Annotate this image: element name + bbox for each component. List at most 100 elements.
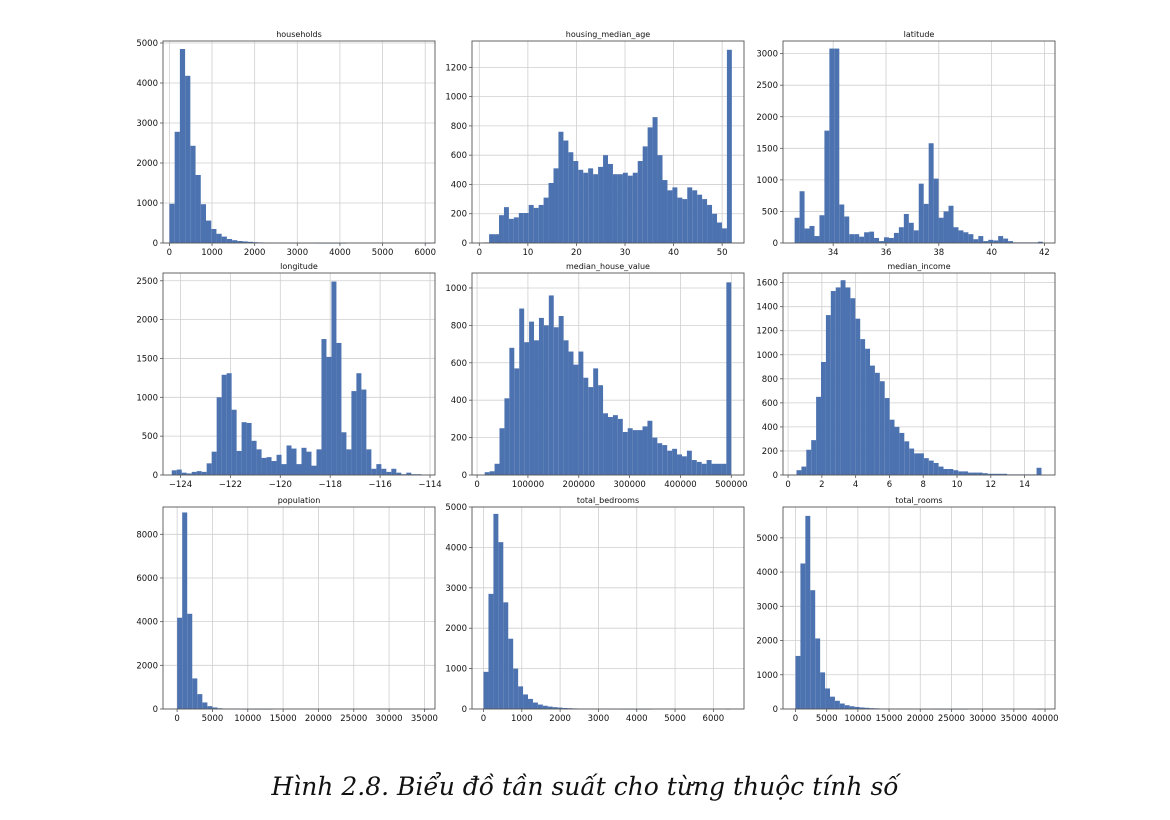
- histogram-bar: [617, 418, 623, 475]
- histogram-bar: [187, 613, 193, 709]
- x-tick-label: 38: [933, 248, 944, 258]
- histogram-bar: [573, 364, 579, 475]
- y-tick-label: 500: [762, 207, 778, 217]
- histogram-bar: [825, 688, 830, 709]
- histogram-bar: [840, 280, 846, 475]
- x-tick-label: 1000: [511, 714, 533, 724]
- histogram-bar: [898, 227, 904, 243]
- histogram-bar: [652, 117, 658, 243]
- histogram-bar: [236, 450, 242, 475]
- y-tick-label: 2000: [136, 661, 158, 671]
- histogram-bar: [513, 217, 519, 243]
- histogram-bar: [805, 515, 811, 709]
- x-tick-label: 30: [620, 248, 631, 258]
- x-tick-label: 15000: [270, 714, 297, 724]
- histogram-bar: [913, 230, 919, 243]
- histogram-bar: [494, 463, 500, 475]
- histogram-bar: [686, 450, 692, 475]
- histogram-bar: [943, 468, 949, 475]
- histogram-bar: [514, 368, 520, 475]
- histogram-bar: [316, 449, 322, 475]
- chart-title: longitude: [280, 262, 318, 271]
- histogram-bar: [850, 298, 856, 475]
- x-tick-label: 3000: [286, 248, 308, 258]
- histogram-bar: [627, 175, 633, 243]
- histogram-total-bedrooms: total_bedrooms 0 1000 2000 3000 4000 5000 6000 0…: [445, 496, 745, 724]
- histogram-bar: [642, 146, 648, 243]
- histogram-bar: [493, 513, 499, 709]
- histogram-bar: [825, 315, 831, 475]
- histogram-bar: [839, 703, 845, 709]
- histogram-bar: [963, 471, 968, 475]
- histogram-bar: [286, 445, 292, 475]
- x-tick-label: 8: [921, 480, 926, 490]
- histogram-bar: [998, 236, 1004, 243]
- histogram-bar: [583, 172, 589, 243]
- histogram-bar: [197, 694, 203, 709]
- histogram-bar: [519, 308, 525, 475]
- histogram-bar: [588, 387, 594, 475]
- histogram-bar: [232, 240, 238, 243]
- y-tick-label: 0: [773, 471, 778, 481]
- x-tick-label: 25000: [938, 714, 965, 724]
- y-tick-label: 2000: [756, 113, 778, 123]
- histogram-bar: [301, 447, 307, 475]
- histogram-bar: [1037, 241, 1043, 243]
- x-tick-label: 40: [986, 248, 997, 258]
- histogram-bar: [558, 316, 564, 475]
- y-tick-label: 5000: [445, 503, 467, 513]
- histogram-median-house-value: median_house_value 0 100000 200000 300000 400…: [445, 262, 747, 490]
- y-tick-label: 4000: [445, 543, 467, 553]
- histogram-bar: [226, 373, 232, 475]
- histogram-bar: [647, 420, 653, 475]
- y-tick-label: 0: [462, 239, 467, 249]
- chart-title: households: [276, 30, 322, 39]
- histogram-bar: [662, 445, 668, 475]
- histogram-bar: [356, 373, 362, 475]
- histogram-bar: [899, 432, 905, 475]
- histogram-bar: [622, 172, 628, 243]
- x-tick-label: 14: [1019, 480, 1030, 490]
- histogram-bar: [855, 318, 861, 475]
- histogram-bar: [508, 638, 514, 709]
- plot-frame: [782, 272, 1056, 476]
- histogram-bar: [726, 49, 732, 243]
- histogram-bar: [241, 422, 247, 475]
- x-tick-label: 3000: [588, 714, 610, 724]
- histogram-bar: [351, 391, 357, 475]
- histogram-bar: [518, 686, 524, 709]
- histogram-bar: [821, 361, 826, 475]
- y-tick-label: 1000: [136, 393, 158, 403]
- histogram-bar: [296, 464, 302, 475]
- x-tick-label: 35000: [1000, 714, 1027, 724]
- histogram-bar: [371, 468, 377, 475]
- histogram-bar: [201, 471, 207, 475]
- histogram-bar: [174, 131, 180, 243]
- histogram-bar: [992, 473, 998, 475]
- y-tick-label: 1000: [445, 665, 467, 675]
- histogram-bar: [824, 130, 830, 243]
- histogram-bar: [830, 291, 836, 475]
- histogram-bar: [835, 287, 841, 475]
- histogram-bar: [406, 472, 412, 475]
- histogram-bar: [903, 213, 909, 243]
- histogram-bar: [716, 463, 722, 475]
- histogram-bar: [834, 700, 840, 709]
- y-tick-label: 1400: [756, 303, 778, 313]
- chart-title: total_rooms: [895, 496, 942, 505]
- x-tick-label: 0: [174, 714, 179, 724]
- histogram-bar: [553, 327, 559, 475]
- y-tick-label: 1000: [136, 199, 158, 209]
- histogram-bar: [637, 430, 643, 475]
- x-tick-label: 40000: [1031, 714, 1058, 724]
- histogram-bar: [993, 240, 999, 243]
- histogram-bar: [176, 469, 182, 475]
- x-tick-label: 30000: [376, 714, 403, 724]
- histogram-bar: [617, 174, 623, 243]
- histogram-bar: [483, 671, 489, 709]
- histogram-bar: [207, 706, 213, 709]
- histogram-bar: [809, 225, 815, 243]
- histogram-bar: [524, 342, 530, 475]
- histogram-bar: [562, 707, 568, 709]
- y-tick-label: 1200: [756, 327, 778, 337]
